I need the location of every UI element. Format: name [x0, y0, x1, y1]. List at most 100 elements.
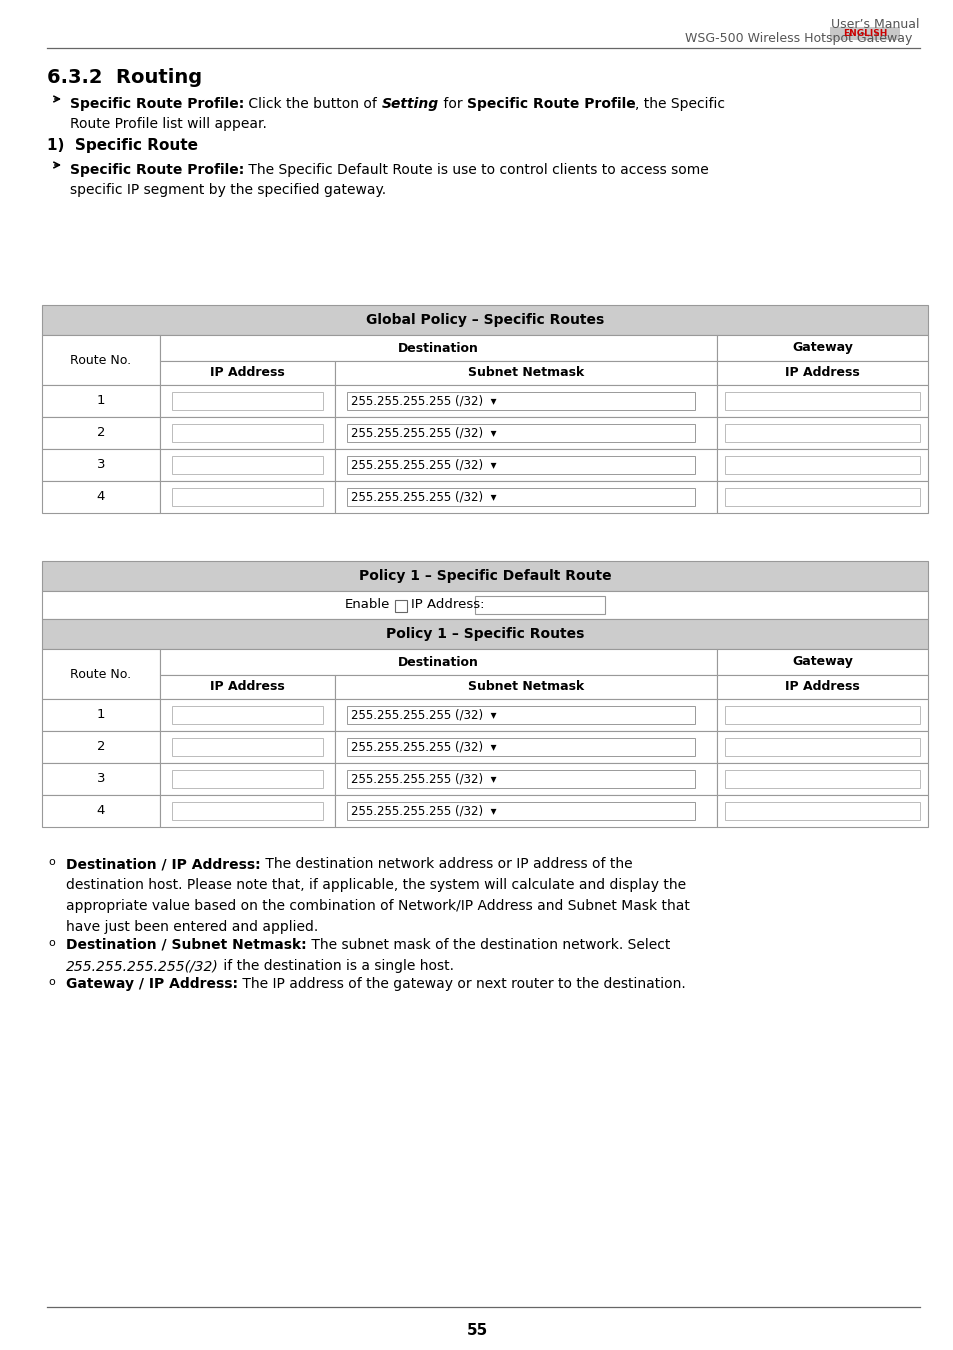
Bar — [395, 599, 407, 612]
Text: appropriate value based on the combination of Network/IP Address and Subnet Mask: appropriate value based on the combinati… — [66, 899, 689, 913]
Bar — [724, 392, 919, 410]
Text: 255.255.255.255 (/32)  ▾: 255.255.255.255 (/32) ▾ — [351, 459, 496, 471]
Text: destination host. Please note that, if applicable, the system will calculate and: destination host. Please note that, if a… — [66, 878, 685, 892]
Bar — [347, 769, 695, 788]
Bar — [160, 481, 335, 513]
Text: 1: 1 — [96, 394, 105, 408]
Bar — [42, 730, 160, 763]
Bar — [717, 385, 927, 417]
Text: 55: 55 — [466, 1323, 487, 1338]
Text: The Specific Default Route is use to control clients to access some: The Specific Default Route is use to con… — [244, 163, 708, 177]
Bar — [724, 456, 919, 474]
Text: o: o — [49, 857, 55, 867]
Bar — [335, 795, 717, 828]
Text: User’s Manual: User’s Manual — [831, 18, 919, 31]
Text: 255.255.255.255 (/32)  ▾: 255.255.255.255 (/32) ▾ — [351, 427, 496, 440]
Text: 2: 2 — [96, 427, 105, 440]
Bar — [335, 450, 717, 481]
Bar — [42, 649, 160, 699]
Bar — [160, 763, 335, 795]
Text: if the destination is a single host.: if the destination is a single host. — [218, 958, 454, 973]
Text: 255.255.255.255 (/32)  ▾: 255.255.255.255 (/32) ▾ — [351, 805, 496, 818]
Text: Gateway / IP Address:: Gateway / IP Address: — [66, 977, 237, 991]
Text: 1)  Specific Route: 1) Specific Route — [47, 138, 198, 153]
Text: ENGLISH: ENGLISH — [841, 28, 886, 38]
Bar — [42, 591, 927, 620]
Text: 255.255.255.255 (/32)  ▾: 255.255.255.255 (/32) ▾ — [351, 709, 496, 721]
Text: Global Policy – Specific Routes: Global Policy – Specific Routes — [366, 313, 603, 327]
Bar — [160, 360, 335, 385]
Bar — [724, 424, 919, 441]
Bar — [717, 730, 927, 763]
Bar — [717, 417, 927, 450]
Text: IP Address: IP Address — [210, 680, 285, 694]
Text: IP Address: IP Address — [210, 366, 285, 379]
Bar — [717, 335, 927, 360]
Bar — [335, 763, 717, 795]
Text: 255.255.255.255 (/32)  ▾: 255.255.255.255 (/32) ▾ — [351, 772, 496, 786]
Text: 3: 3 — [96, 772, 105, 786]
Text: The IP address of the gateway or next router to the destination.: The IP address of the gateway or next ro… — [237, 977, 685, 991]
Bar — [335, 699, 717, 730]
Bar — [335, 730, 717, 763]
Bar — [829, 27, 899, 40]
Bar — [335, 385, 717, 417]
Text: IP Address: IP Address — [784, 366, 859, 379]
Bar — [160, 675, 335, 699]
Text: 6.3.2  Routing: 6.3.2 Routing — [47, 68, 202, 86]
Bar — [160, 699, 335, 730]
Bar — [717, 649, 927, 675]
Bar — [347, 456, 695, 474]
Bar — [42, 335, 160, 385]
Text: Route No.: Route No. — [71, 667, 132, 680]
Text: Route Profile list will appear.: Route Profile list will appear. — [70, 117, 267, 131]
Bar — [347, 424, 695, 441]
Text: Policy 1 – Specific Routes: Policy 1 – Specific Routes — [385, 626, 583, 641]
Text: Gateway: Gateway — [791, 342, 852, 355]
Text: Destination: Destination — [397, 342, 478, 355]
Bar — [42, 481, 160, 513]
Bar — [160, 335, 717, 360]
Text: 4: 4 — [96, 490, 105, 504]
Text: 255.255.255.255 (/32)  ▾: 255.255.255.255 (/32) ▾ — [351, 741, 496, 753]
Bar — [160, 730, 335, 763]
Bar — [172, 738, 323, 756]
Bar — [335, 417, 717, 450]
Bar — [724, 706, 919, 724]
Text: Gateway: Gateway — [791, 656, 852, 668]
Bar — [42, 795, 160, 828]
Text: 255.255.255.255(/32): 255.255.255.255(/32) — [66, 958, 218, 973]
Bar — [160, 417, 335, 450]
Bar — [724, 487, 919, 506]
Bar — [42, 417, 160, 450]
Bar — [172, 706, 323, 724]
Bar — [347, 706, 695, 724]
Text: IP Address:: IP Address: — [411, 598, 484, 612]
Text: specific IP segment by the specified gateway.: specific IP segment by the specified gat… — [70, 184, 386, 197]
Text: Destination: Destination — [397, 656, 478, 668]
Bar — [717, 675, 927, 699]
Text: 4: 4 — [96, 805, 105, 818]
Text: o: o — [49, 938, 55, 948]
Text: WSG-500 Wireless Hotspot Gateway: WSG-500 Wireless Hotspot Gateway — [684, 32, 919, 45]
Text: 255.255.255.255 (/32)  ▾: 255.255.255.255 (/32) ▾ — [351, 490, 496, 504]
Text: Specific Route Profile: Specific Route Profile — [466, 97, 635, 111]
Bar — [172, 769, 323, 788]
Text: Specific Route Profile:: Specific Route Profile: — [70, 163, 244, 177]
Text: Enable: Enable — [344, 598, 390, 612]
Bar — [42, 305, 927, 335]
Text: Destination / Subnet Netmask:: Destination / Subnet Netmask: — [66, 938, 306, 952]
Bar — [160, 795, 335, 828]
Bar — [172, 424, 323, 441]
Bar — [347, 392, 695, 410]
Text: 255.255.255.255 (/32)  ▾: 255.255.255.255 (/32) ▾ — [351, 394, 496, 408]
Bar — [160, 450, 335, 481]
Bar — [347, 487, 695, 506]
Bar — [347, 738, 695, 756]
Bar — [172, 392, 323, 410]
Bar — [42, 763, 160, 795]
Text: o: o — [49, 977, 55, 987]
Text: Subnet Netmask: Subnet Netmask — [467, 680, 583, 694]
Bar — [724, 769, 919, 788]
Text: 2: 2 — [96, 741, 105, 753]
